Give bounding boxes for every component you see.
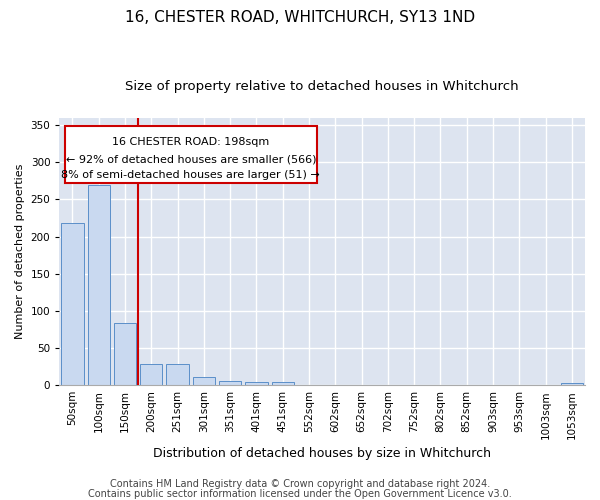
FancyBboxPatch shape	[65, 126, 317, 184]
Bar	[245, 382, 268, 385]
X-axis label: Distribution of detached houses by size in Whitchurch: Distribution of detached houses by size …	[153, 447, 491, 460]
Bar	[61, 224, 83, 385]
Bar	[560, 383, 583, 385]
Y-axis label: Number of detached properties: Number of detached properties	[15, 164, 25, 339]
Bar	[272, 382, 294, 385]
Text: 16, CHESTER ROAD, WHITCHURCH, SY13 1ND: 16, CHESTER ROAD, WHITCHURCH, SY13 1ND	[125, 10, 475, 25]
Text: ← 92% of detached houses are smaller (566): ← 92% of detached houses are smaller (56…	[65, 154, 316, 164]
Bar	[88, 184, 110, 385]
Text: Contains public sector information licensed under the Open Government Licence v3: Contains public sector information licen…	[88, 489, 512, 499]
Bar	[114, 323, 136, 385]
Bar	[193, 377, 215, 385]
Text: Contains HM Land Registry data © Crown copyright and database right 2024.: Contains HM Land Registry data © Crown c…	[110, 479, 490, 489]
Text: 16 CHESTER ROAD: 198sqm: 16 CHESTER ROAD: 198sqm	[112, 137, 269, 147]
Bar	[166, 364, 189, 385]
Bar	[219, 382, 241, 385]
Title: Size of property relative to detached houses in Whitchurch: Size of property relative to detached ho…	[125, 80, 519, 93]
Bar	[140, 364, 163, 385]
Text: 8% of semi-detached houses are larger (51) →: 8% of semi-detached houses are larger (5…	[61, 170, 320, 179]
